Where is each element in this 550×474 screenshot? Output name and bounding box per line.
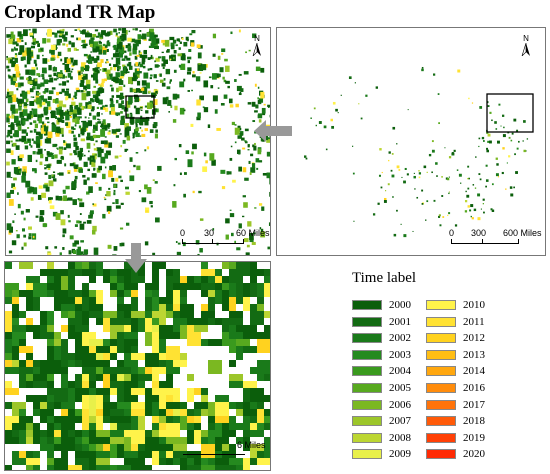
legend-label: 2012 <box>463 332 485 345</box>
legend-label: 2018 <box>463 415 485 428</box>
legend-item-2014: 2014 <box>426 365 485 377</box>
legend-label: 2007 <box>389 415 411 428</box>
legend-label: 2020 <box>463 448 485 461</box>
north-arrow-regional: N <box>250 34 264 56</box>
legend-item-2018: 2018 <box>426 415 485 427</box>
regional-map-panel[interactable]: N 0 30 60 Miles <box>5 27 271 256</box>
north-label: N <box>254 34 260 43</box>
legend-item-2003: 2003 <box>352 349 411 361</box>
legend-item-2011: 2011 <box>426 316 485 328</box>
legend-swatch <box>426 416 456 427</box>
legend-label: 2014 <box>463 365 485 378</box>
legend-swatch <box>426 399 456 410</box>
legend-item-2017: 2017 <box>426 399 485 411</box>
legend-item-2007: 2007 <box>352 415 411 427</box>
legend-swatch <box>352 333 382 344</box>
legend-swatch <box>426 333 456 344</box>
scale-bar-local: 6 Miles <box>181 438 269 460</box>
scale-tick-label: 600 Miles <box>503 228 542 238</box>
legend-swatch <box>352 316 382 327</box>
north-arrow-icon <box>521 43 530 56</box>
legend-swatch <box>352 449 382 460</box>
legend-label: 2009 <box>389 448 411 461</box>
legend-label: 2013 <box>463 348 485 361</box>
legend-item-2005: 2005 <box>352 382 411 394</box>
legend-item-2019: 2019 <box>426 432 485 444</box>
legend-label: 2006 <box>389 398 411 411</box>
local-cropland-map <box>5 262 270 470</box>
legend-item-2004: 2004 <box>352 365 411 377</box>
scale-tick-label: 0 <box>180 228 186 238</box>
legend-swatch <box>352 399 382 410</box>
legend-label: 2019 <box>463 431 485 444</box>
legend-item-2020: 2020 <box>426 448 485 460</box>
scale-tick-label: 0 <box>449 228 455 238</box>
legend-swatch <box>426 316 456 327</box>
legend-label: 2000 <box>389 299 411 311</box>
legend-swatch <box>426 449 456 460</box>
legend-item-2008: 2008 <box>352 432 411 444</box>
scale-bar-regional: 0 30 60 Miles <box>180 228 270 248</box>
legend-item-2009: 2009 <box>352 448 411 460</box>
scale-tick-label: 300 <box>471 228 487 238</box>
legend-label: 2011 <box>463 315 485 328</box>
north-arrow-icon <box>252 43 261 56</box>
north-label: N <box>523 34 529 43</box>
legend-swatch <box>352 432 382 443</box>
legend-item-2001: 2001 <box>352 316 411 328</box>
legend-label: 2008 <box>389 431 411 444</box>
legend-item-2006: 2006 <box>352 399 411 411</box>
legend-label: 2001 <box>389 315 411 328</box>
legend-label: 2016 <box>463 382 485 394</box>
legend-label: 2002 <box>389 332 411 345</box>
legend-item-2002: 2002 <box>352 332 411 344</box>
pointer-arrow-left <box>254 120 292 142</box>
legend-swatch <box>352 383 382 393</box>
legend-swatch <box>352 349 382 360</box>
pointer-arrow-down <box>125 243 147 273</box>
legend-item-2013: 2013 <box>426 349 485 361</box>
legend-label: 2017 <box>463 398 485 411</box>
legend-item-2012: 2012 <box>426 332 485 344</box>
legend-label: 2005 <box>389 382 411 394</box>
scale-tick-label: 60 Miles <box>236 228 270 238</box>
legend-swatch <box>352 300 382 310</box>
local-zoom-map-panel[interactable]: 6 Miles <box>4 261 271 471</box>
scale-tick-label: 30 <box>204 228 215 238</box>
north-arrow-national: N <box>519 34 533 56</box>
regional-cropland-map <box>6 28 270 255</box>
legend-swatch <box>426 349 456 360</box>
scale-bar-national: 0 300 600 Miles <box>449 228 542 248</box>
legend-label: 2003 <box>389 348 411 361</box>
legend-item-2010: 2010 <box>426 299 485 311</box>
scale-tick-label: 6 Miles <box>237 440 266 450</box>
legend-swatch <box>352 416 382 427</box>
map-title: Cropland TR Map <box>4 2 156 23</box>
legend-swatch <box>426 432 456 443</box>
legend-swatch <box>426 383 456 393</box>
legend-swatch <box>426 300 456 310</box>
legend-item-2000: 2000 <box>352 299 411 311</box>
national-map-panel[interactable]: N 0 300 600 Miles <box>276 27 546 256</box>
national-cropland-map <box>303 66 534 238</box>
legend-item-2016: 2016 <box>426 382 485 394</box>
legend-label: 2004 <box>389 365 411 378</box>
legend-swatch <box>352 366 382 377</box>
legend-title: Time label <box>352 270 417 286</box>
legend-label: 2010 <box>463 299 485 311</box>
legend-swatch <box>426 366 456 377</box>
